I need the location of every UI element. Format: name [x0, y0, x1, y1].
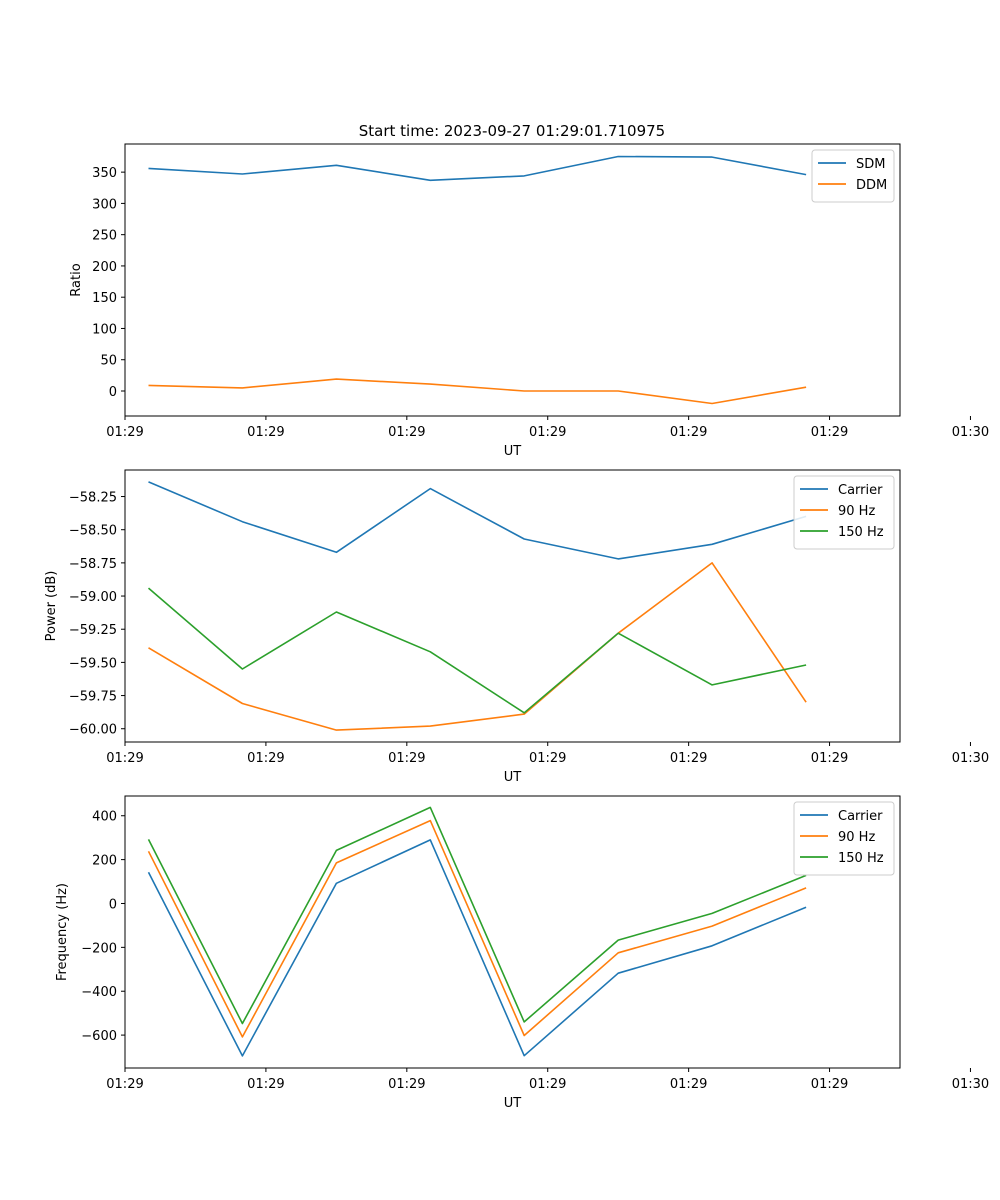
x-tick-label: 01:29 [106, 1077, 143, 1092]
y-tick-label: −600 [81, 1029, 117, 1044]
legend-label: 150 Hz [838, 525, 884, 540]
x-tick-label: 01:29 [529, 425, 566, 440]
y-tick-label: 100 [92, 322, 117, 337]
y-tick-label: 50 [100, 354, 117, 369]
y-axis-label: Ratio [69, 263, 84, 296]
legend-label: SDM [856, 157, 885, 172]
x-tick-label: 01:29 [247, 425, 284, 440]
y-tick-label: 0 [109, 385, 117, 400]
chart-panels: 01:29 01:29 01:29 01:29 01:29 01:29 01:30 UT 0 50… [44, 143, 989, 1111]
series-line-ddm [148, 378, 807, 405]
x-tick-label: 01:29 [529, 1077, 566, 1092]
x-tick-label: 01:29 [670, 1077, 707, 1092]
y-axis-label: Power (dB) [44, 571, 59, 642]
x-tick-label: 01:30 [952, 425, 989, 440]
legend-label: 90 Hz [838, 830, 875, 845]
x-tick-label: 01:29 [811, 1077, 848, 1092]
x-tick-label: 01:30 [952, 751, 989, 766]
legend: Carrier 90 Hz 150 Hz [793, 801, 895, 876]
y-axis-label: Frequency (Hz) [55, 883, 70, 981]
y-tick-label: 200 [92, 260, 117, 275]
x-tick-label: 01:29 [247, 1077, 284, 1092]
axes-frame [124, 469, 901, 743]
x-tick-label: 01:29 [670, 425, 707, 440]
x-tick-label: 01:29 [106, 425, 143, 440]
y-tick-label: 150 [92, 291, 117, 306]
x-axis-label: UT [504, 770, 522, 785]
chart-panel-1: 01:29 01:29 01:29 01:29 01:29 01:29 01:30 UT 0 50… [69, 143, 989, 459]
y-tick-label: −400 [81, 985, 117, 1000]
y-tick-label: −60.00 [69, 723, 117, 738]
y-tick-label: 200 [92, 854, 117, 869]
series-line-90-hz [147, 819, 807, 1038]
y-tick-label: −58.50 [69, 524, 117, 539]
y-tick-label: −59.75 [69, 690, 117, 705]
y-tick-label: −200 [81, 941, 117, 956]
figure-title: Start time: 2023-09-27 01:29:01.710975 [359, 122, 665, 140]
series-line-150-hz [147, 806, 807, 1025]
y-tick-label: −59.00 [69, 590, 117, 605]
series-line-150-hz [147, 587, 807, 714]
x-tick-label: 01:29 [811, 751, 848, 766]
x-tick-label: 01:29 [670, 751, 707, 766]
axes-frame [124, 143, 901, 417]
y-tick-label: −58.25 [69, 491, 117, 506]
legend-label: DDM [856, 178, 887, 193]
legend-label: Carrier [838, 809, 883, 824]
series-line-carrier [147, 839, 807, 1057]
legend: Carrier 90 Hz 150 Hz [793, 475, 895, 550]
y-tick-label: −59.25 [69, 623, 117, 638]
x-tick-label: 01:30 [952, 1077, 989, 1092]
x-tick-label: 01:29 [388, 1077, 425, 1092]
legend-label: 90 Hz [838, 504, 875, 519]
x-tick-label: 01:29 [388, 425, 425, 440]
series-line-sdm [148, 155, 807, 182]
y-tick-label: 0 [109, 897, 117, 912]
x-axis-label: UT [504, 444, 522, 459]
x-axis-label: UT [504, 1096, 522, 1111]
x-tick-label: 01:29 [529, 751, 566, 766]
y-tick-label: 400 [92, 810, 117, 825]
chart-panel-3: 01:29 01:29 01:29 01:29 01:29 01:29 01:30 UT −60… [55, 795, 989, 1111]
y-tick-label: 350 [92, 166, 117, 181]
x-tick-label: 01:29 [811, 425, 848, 440]
legend-label: Carrier [838, 483, 883, 498]
legend: SDM DDM [811, 149, 895, 203]
y-tick-label: −59.50 [69, 656, 117, 671]
x-tick-label: 01:29 [106, 751, 143, 766]
legend-label: 150 Hz [838, 851, 884, 866]
x-tick-label: 01:29 [247, 751, 284, 766]
chart-panel-2: 01:29 01:29 01:29 01:29 01:29 01:29 01:30 UT −60… [44, 469, 989, 785]
y-tick-label: −58.75 [69, 557, 117, 572]
axes-frame [124, 795, 901, 1069]
series-line-carrier [148, 481, 807, 560]
series-line-90-hz [148, 562, 807, 731]
y-tick-label: 250 [92, 229, 117, 244]
x-tick-label: 01:29 [388, 751, 425, 766]
y-tick-label: 300 [92, 197, 117, 212]
